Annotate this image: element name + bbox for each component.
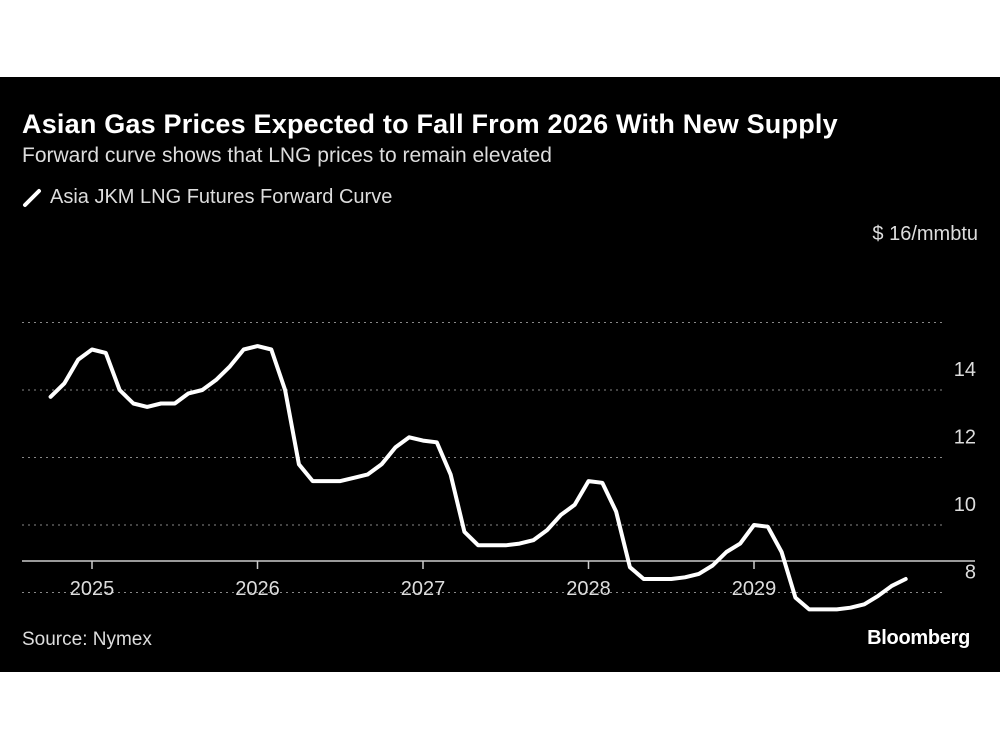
x-tick-label: 2026 xyxy=(235,578,280,600)
source-note: Source: Nymex xyxy=(22,629,152,650)
chart-title: Asian Gas Prices Expected to Fall From 2… xyxy=(22,109,838,139)
y-tick-label: 14 xyxy=(954,359,976,381)
legend-swatch-icon xyxy=(23,188,41,207)
x-tick-label: 2029 xyxy=(732,578,777,600)
x-tick-label: 2027 xyxy=(401,578,446,600)
bloomberg-logo: Bloomberg xyxy=(867,627,970,649)
x-tick-label: 2028 xyxy=(566,578,611,600)
legend: Asia JKM LNG Futures Forward Curve xyxy=(22,186,392,209)
legend-label: Asia JKM LNG Futures Forward Curve xyxy=(50,186,393,208)
line-chart: 14 12 10 8 2025 2026 2027 2028 2029 xyxy=(22,322,976,612)
y-tick-label: 12 xyxy=(954,427,976,449)
y-axis-unit-label: $ 16/mmbtu xyxy=(872,223,978,245)
chart-subtitle: Forward curve shows that LNG prices to r… xyxy=(22,144,552,167)
series-line xyxy=(48,344,908,612)
y-tick-label: 8 xyxy=(965,562,976,584)
y-tick-label: 10 xyxy=(954,494,976,516)
chart-panel: Asian Gas Prices Expected to Fall From 2… xyxy=(0,77,1000,672)
x-tick-label: 2025 xyxy=(70,578,115,600)
